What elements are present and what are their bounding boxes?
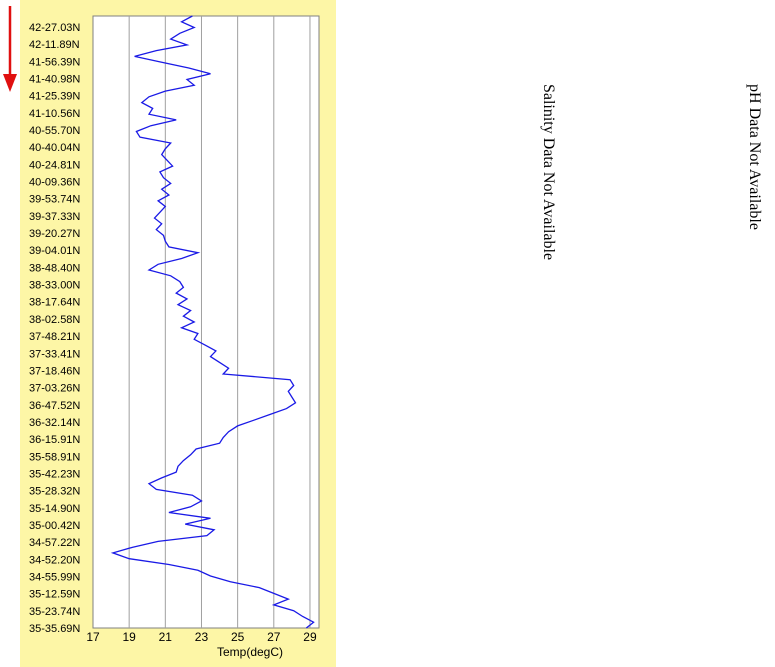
y-tick-label: 41-40.98N	[29, 74, 80, 86]
y-tick-label: 35-28.32N	[29, 486, 80, 498]
y-tick-label: 41-56.39N	[29, 56, 80, 68]
y-tick-label: 38-48.40N	[29, 262, 80, 274]
y-tick-label: 40-24.81N	[29, 159, 80, 171]
x-tick-label: 29	[303, 630, 317, 644]
direction-arrow-icon	[3, 6, 17, 92]
y-tick-label: 36-47.52N	[29, 400, 80, 412]
y-tick-label: 35-58.91N	[29, 451, 80, 463]
y-axis-tick-labels: 42-27.03N 42-11.89N 41-56.39N 41-40.98N 41-2…	[29, 22, 80, 635]
y-tick-label: 40-55.70N	[29, 125, 80, 137]
y-tick-label: 35-35.69N	[29, 623, 80, 635]
ph-unavailable-note: pH Data Not Available	[746, 84, 763, 230]
y-tick-label: 39-37.33N	[29, 211, 80, 223]
y-tick-label: 38-02.58N	[29, 314, 80, 326]
y-tick-label: 41-25.39N	[29, 91, 80, 103]
y-tick-label: 35-00.42N	[29, 520, 80, 532]
y-tick-label: 39-53.74N	[29, 194, 80, 206]
y-tick-label: 41-10.56N	[29, 108, 80, 120]
y-tick-label: 35-12.59N	[29, 589, 80, 601]
y-tick-label: 42-11.89N	[29, 39, 80, 51]
y-tick-label: 36-32.14N	[29, 417, 80, 429]
x-tick-label: 21	[159, 630, 173, 644]
x-axis-tick-labels: 17 19 21 23 25 27 29	[86, 630, 317, 644]
y-tick-label: 34-57.22N	[29, 537, 80, 549]
y-tick-label: 35-23.74N	[29, 606, 80, 618]
y-tick-label: 36-15.91N	[29, 434, 80, 446]
y-tick-label: 39-04.01N	[29, 245, 80, 257]
y-tick-label: 38-33.00N	[29, 280, 80, 292]
y-tick-label: 35-14.90N	[29, 503, 80, 515]
y-tick-label: 37-03.26N	[29, 383, 80, 395]
temperature-series-line	[110, 15, 315, 629]
y-tick-label: 37-48.21N	[29, 331, 80, 343]
x-axis-label: Temp(degC)	[217, 645, 283, 659]
x-tick-label: 17	[86, 630, 100, 644]
y-tick-label: 39-20.27N	[29, 228, 80, 240]
y-tick-label: 37-18.46N	[29, 365, 80, 377]
plot-area	[92, 15, 320, 629]
y-tick-label: 37-33.41N	[29, 348, 80, 360]
x-tick-label: 19	[122, 630, 136, 644]
y-tick-label: 34-55.99N	[29, 571, 80, 583]
salinity-unavailable-note: Salinity Data Not Available	[540, 83, 557, 261]
y-tick-label: 40-40.04N	[29, 142, 80, 154]
temperature-chart: 42-27.03N 42-11.89N 41-56.39N 41-40.98N 41-2…	[3, 0, 336, 667]
x-tick-label: 25	[231, 630, 245, 644]
x-tick-label: 27	[267, 630, 281, 644]
y-tick-label: 42-27.03N	[29, 22, 80, 34]
x-tick-label: 23	[195, 630, 209, 644]
y-tick-label: 40-09.36N	[29, 177, 80, 189]
y-tick-label: 35-42.23N	[29, 468, 80, 480]
y-tick-label: 34-52.20N	[29, 554, 80, 566]
y-tick-label: 38-17.64N	[29, 297, 80, 309]
